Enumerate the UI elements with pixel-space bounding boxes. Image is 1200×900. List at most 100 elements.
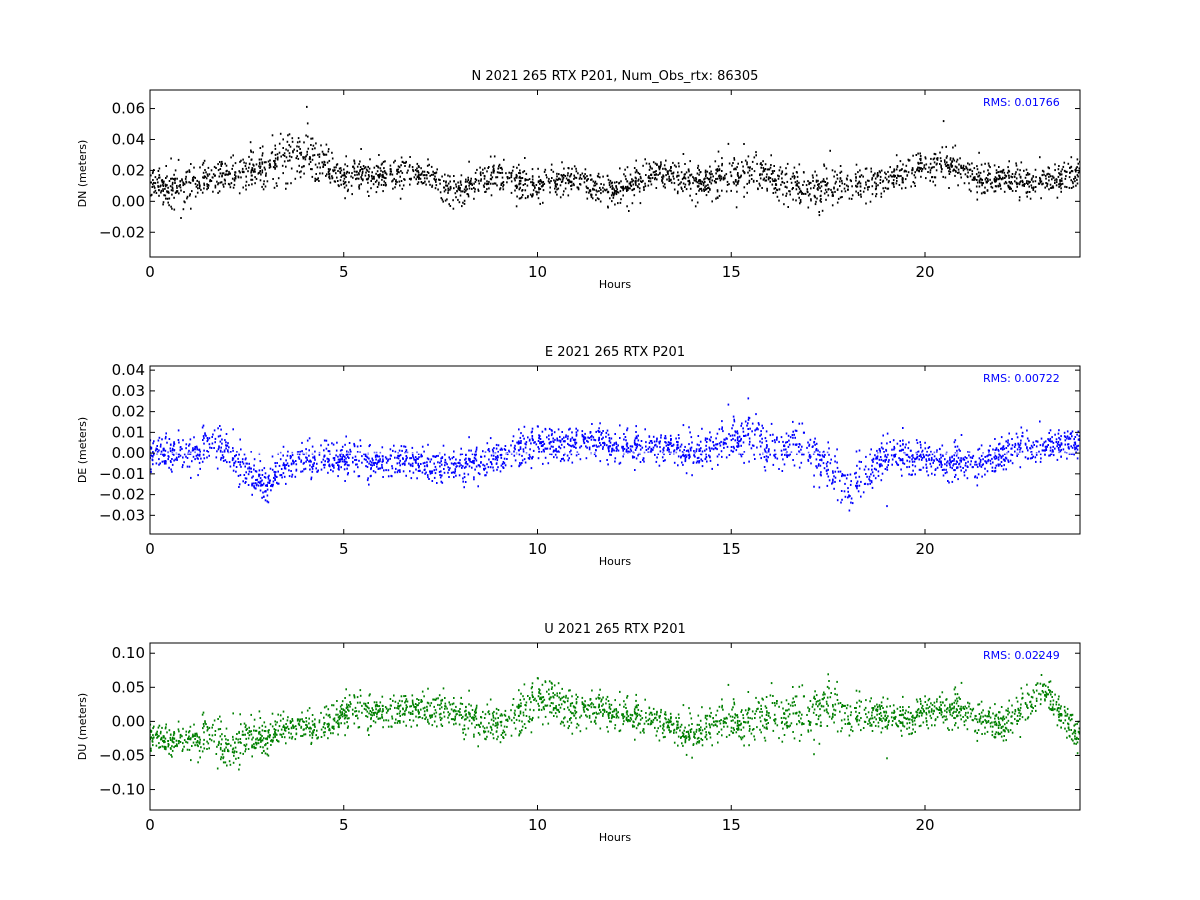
data-point [185, 447, 187, 450]
data-point [728, 433, 730, 436]
data-point [604, 189, 607, 192]
data-point [217, 427, 219, 430]
data-point [724, 438, 726, 441]
data-point [1061, 168, 1064, 171]
data-point [465, 457, 467, 460]
data-point [880, 479, 883, 482]
data-point [152, 463, 154, 466]
data-point [942, 175, 944, 178]
data-point [574, 438, 577, 441]
data-point [537, 457, 540, 460]
data-point [290, 182, 292, 185]
data-point [716, 177, 719, 180]
data-point [874, 454, 876, 457]
data-point [173, 173, 175, 176]
data-point [522, 450, 525, 453]
data-point [754, 433, 756, 436]
data-point [933, 459, 935, 462]
data-point [793, 464, 796, 467]
data-point [944, 176, 947, 179]
data-point [258, 475, 260, 478]
data-point [506, 181, 508, 184]
data-point [685, 455, 688, 458]
data-point [659, 440, 661, 443]
data-point [260, 483, 262, 486]
data-point [444, 453, 446, 456]
data-point [1051, 436, 1053, 439]
data-point [435, 468, 438, 471]
data-point [1060, 442, 1063, 445]
data-point [615, 443, 618, 446]
data-point [848, 197, 851, 200]
data-point [478, 473, 481, 476]
data-point [923, 456, 925, 459]
data-point [1021, 184, 1024, 187]
data-point [870, 481, 873, 484]
data-point [379, 467, 382, 470]
data-point [940, 456, 942, 459]
data-point [196, 448, 198, 451]
data-point [936, 466, 939, 469]
data-point [642, 164, 644, 167]
data-point [310, 476, 313, 479]
data-point [486, 471, 488, 474]
data-point [1060, 455, 1062, 458]
data-point [513, 450, 515, 453]
data-point [1036, 440, 1039, 443]
data-point [791, 188, 794, 191]
data-point [698, 173, 700, 176]
data-point [317, 469, 319, 472]
data-point [836, 177, 839, 180]
data-point [986, 455, 988, 458]
data-point [490, 178, 493, 181]
data-point [419, 177, 422, 180]
data-point [394, 450, 397, 453]
data-point [747, 432, 750, 435]
data-point [985, 181, 988, 184]
data-point [1011, 182, 1013, 185]
data-point [242, 170, 245, 173]
data-point [887, 460, 890, 463]
data-point [1026, 195, 1028, 198]
data-point [927, 474, 930, 477]
data-point [420, 181, 423, 183]
data-point [345, 435, 347, 438]
data-point [799, 200, 802, 203]
data-point [431, 184, 434, 187]
data-point [214, 437, 217, 440]
data-point [748, 174, 751, 177]
data-point [928, 446, 931, 448]
data-point [1040, 457, 1042, 460]
data-point [1032, 180, 1034, 183]
data-point [516, 175, 518, 177]
data-point [733, 168, 735, 171]
data-point [326, 161, 329, 164]
data-point [834, 182, 837, 185]
data-point [567, 194, 570, 197]
data-point [732, 415, 735, 418]
data-point [335, 449, 338, 452]
data-point [815, 465, 817, 468]
data-point [981, 184, 983, 187]
data-point [884, 460, 886, 463]
data-point [599, 430, 601, 433]
data-point [936, 459, 938, 461]
data-point [278, 151, 281, 154]
data-point [719, 179, 722, 182]
data-point [953, 459, 955, 462]
data-point [217, 448, 220, 451]
data-point [802, 431, 805, 434]
data-point [975, 460, 977, 463]
data-point [575, 167, 577, 170]
data-point [958, 463, 960, 466]
data-point [523, 170, 526, 173]
data-point [875, 457, 877, 460]
data-point [991, 181, 993, 184]
data-point [933, 161, 936, 164]
data-point [682, 190, 684, 193]
data-point [902, 427, 904, 429]
data-point [874, 477, 877, 480]
data-point [694, 455, 696, 458]
data-point [952, 146, 954, 149]
data-point [859, 182, 862, 185]
